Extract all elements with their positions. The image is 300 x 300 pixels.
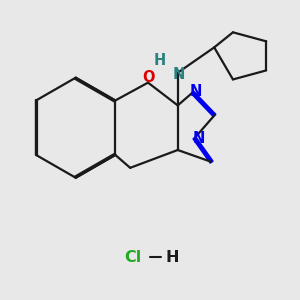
Text: H: H <box>154 53 166 68</box>
Text: O: O <box>142 70 154 85</box>
Text: Cl: Cl <box>124 250 142 265</box>
Text: N: N <box>173 67 185 82</box>
Text: N: N <box>190 84 203 99</box>
Text: N: N <box>193 130 205 146</box>
Text: H: H <box>165 250 179 265</box>
